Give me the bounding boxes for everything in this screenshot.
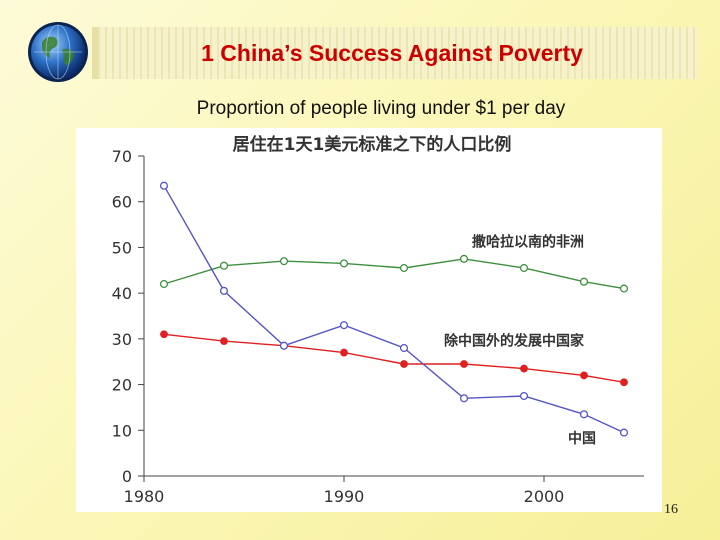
y-tick-label: 50 (112, 238, 132, 257)
data-point (340, 348, 348, 357)
data-point (220, 337, 228, 346)
page-number: 16 (664, 502, 678, 517)
data-point (400, 360, 408, 368)
data-point (459, 254, 469, 263)
data-point (460, 360, 468, 368)
data-point (339, 321, 349, 330)
series-label: 除中国外的发展中国家 (444, 333, 585, 350)
globe-icon (28, 22, 88, 82)
data-point (459, 394, 469, 403)
x-tick-label: 1980 (124, 487, 165, 506)
y-tick-label: 10 (112, 421, 132, 440)
x-tick-label: 1990 (324, 487, 365, 506)
data-point (619, 284, 629, 293)
series-label: 中国 (568, 430, 596, 447)
poverty-line-chart: 居住在1天1美元标准之下的人口比例 0 10 20 30 40 50 60 70 1980 199… (76, 128, 662, 512)
data-point (279, 341, 289, 350)
y-tick-label: 20 (112, 376, 132, 395)
data-point (519, 263, 529, 273)
data-point (219, 286, 229, 295)
chart-title: 居住在1天1美元标准之下的人口比例 (233, 134, 512, 155)
title-bar-background (92, 27, 698, 79)
data-point (279, 257, 289, 266)
data-point (520, 364, 528, 373)
slide-subtitle: Proportion of people living under $1 per… (196, 98, 566, 119)
data-point (339, 259, 349, 268)
data-point (579, 410, 589, 419)
series-line (163, 258, 625, 290)
y-tick-label: 0 (122, 467, 132, 486)
data-point (620, 378, 628, 387)
y-tick-label: 70 (112, 147, 132, 166)
data-point (160, 330, 168, 339)
chart-svg: 居住在1天1美元标准之下的人口比例 0 10 20 30 40 50 60 70 1980 199… (112, 134, 644, 506)
data-point (399, 343, 409, 353)
data-point (619, 428, 629, 437)
x-tick-label: 2000 (524, 487, 565, 506)
y-tick-label: 60 (112, 193, 132, 212)
series-label: 撒哈拉以南的非洲 (472, 234, 584, 251)
data-point (159, 181, 169, 190)
y-tick-label: 40 (112, 284, 132, 303)
data-point (519, 391, 529, 401)
data-point (219, 261, 229, 270)
data-point (580, 371, 588, 380)
data-point (159, 279, 169, 289)
y-tick-label: 30 (112, 330, 132, 349)
data-point (579, 277, 589, 286)
data-point (399, 263, 409, 273)
slide-title: 1 China’s Success Against Poverty (201, 39, 583, 66)
series-line (163, 185, 625, 434)
